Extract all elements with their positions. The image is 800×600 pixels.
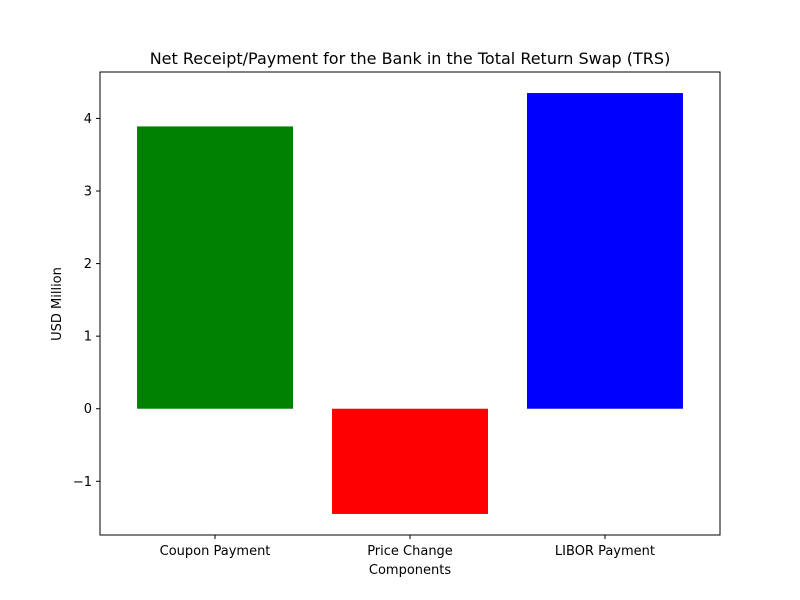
y-tick-label: 0 (84, 402, 92, 417)
y-tick-label: 4 (84, 112, 92, 127)
bar-libor-payment (526, 93, 683, 409)
x-tick-label: Coupon Payment (160, 544, 271, 559)
x-axis-ticks: Coupon Payment Price Change LIBOR Payment (160, 535, 655, 559)
y-tick-label: 1 (84, 330, 92, 345)
bars-group (137, 93, 683, 514)
x-tick-label: Price Change (367, 544, 453, 559)
y-tick-label: −1 (73, 475, 92, 490)
chart-title: Net Receipt/Payment for the Bank in the … (150, 49, 671, 68)
x-tick-label: LIBOR Payment (555, 544, 655, 559)
y-tick-label: 2 (84, 257, 92, 272)
x-axis-label: Components (369, 563, 451, 578)
y-axis-ticks: −1 0 1 2 3 4 (73, 112, 100, 490)
bar-price-change (332, 408, 488, 514)
bar-coupon-payment (137, 126, 294, 409)
y-axis-label: USD Million (50, 267, 65, 341)
y-tick-label: 3 (84, 185, 92, 200)
